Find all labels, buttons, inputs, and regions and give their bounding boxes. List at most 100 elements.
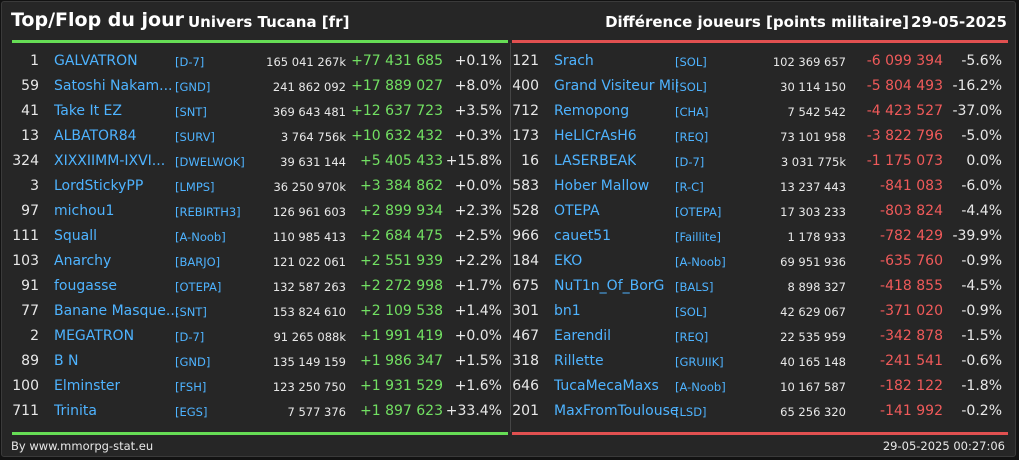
alliance-tag-link[interactable]: [SOL]: [675, 305, 707, 319]
points-delta-percent: +8.0%: [454, 78, 502, 94]
player-name-link[interactable]: Anarchy: [54, 253, 112, 269]
board-header: Top/Flop du jour Univers Tucana [fr] Dif…: [2, 2, 1017, 42]
player-name-link[interactable]: Remopong: [554, 103, 630, 119]
alliance-tag-link[interactable]: [OTEPA]: [175, 280, 222, 294]
top-loser-row: 121 Srach [SOL] 102 369 657 -6 099 394 -5.6%: [512, 48, 1008, 73]
points-delta: -4 423 527: [866, 103, 943, 119]
alliance-tag-link[interactable]: [R-C]: [675, 180, 704, 194]
points-delta-percent: +2.2%: [454, 253, 502, 269]
player-points: 132 587 263: [272, 280, 346, 294]
player-name-link[interactable]: Satoshi Nakam...: [54, 78, 173, 94]
alliance-tag-link[interactable]: [REQ]: [675, 130, 709, 144]
player-name-link[interactable]: HeLlCrAsH6: [554, 128, 637, 144]
alliance-tag-link[interactable]: [REBIRTH3]: [175, 205, 241, 219]
alliance-tag-link[interactable]: [REQ]: [675, 330, 709, 344]
player-name-link[interactable]: TucaMecaMaxs: [554, 378, 659, 394]
player-name-link[interactable]: OTEPA: [554, 203, 600, 219]
points-delta-percent: -16.2%: [952, 78, 1002, 94]
player-name-link[interactable]: Hober Mallow: [554, 178, 650, 194]
top-gainer-row: 13 ALBATOR84 [SURV] 3 764 756k +10 632 432 +0…: [12, 123, 508, 148]
top-gainer-row: 1 GALVATRON [D-7] 165 041 267k +77 431 685 +0…: [12, 48, 508, 73]
points-delta: +12 637 723: [351, 103, 443, 119]
alliance-tag-link[interactable]: [A-Noob]: [675, 255, 726, 269]
alliance-tag-link[interactable]: [CHA]: [675, 105, 709, 119]
player-points: 73 101 958: [780, 130, 846, 144]
alliance-tag-link[interactable]: [DWELWOK]: [175, 155, 245, 169]
alliance-tag-link[interactable]: [LSD]: [675, 405, 707, 419]
player-name-link[interactable]: Squall: [54, 228, 98, 244]
player-points: 17 303 233: [780, 205, 846, 219]
alliance-tag-link[interactable]: [BALS]: [675, 280, 714, 294]
alliance-tag-link[interactable]: [OTEPA]: [675, 205, 722, 219]
player-name-link[interactable]: EKO: [554, 253, 583, 269]
player-name-link[interactable]: fougasse: [54, 278, 118, 294]
points-delta: +5 405 433: [360, 153, 443, 169]
points-delta: +2 684 475: [360, 228, 443, 244]
alliance-tag-link[interactable]: [D-7]: [675, 155, 705, 169]
top-gainer-row: 77 Banane Masque... [SNT] 153 824 610 +2 109…: [12, 298, 508, 323]
player-rank: 711: [12, 403, 39, 419]
player-rank: 646: [512, 378, 539, 394]
player-name-link[interactable]: bn1: [554, 303, 581, 319]
player-name-link[interactable]: Srach: [554, 53, 594, 69]
alliance-tag-link[interactable]: [SNT]: [175, 105, 207, 119]
top-loser-row: 966 cauet51 [Faillite] 1 178 933 -782 429 -39…: [512, 223, 1008, 248]
points-delta: -803 824: [880, 203, 943, 219]
player-name-link[interactable]: LordStickyPP: [54, 178, 144, 194]
player-name-link[interactable]: LASERBEAK: [554, 153, 637, 169]
alliance-tag-link[interactable]: [BARJO]: [175, 255, 221, 269]
player-name-link[interactable]: Earendil: [554, 328, 612, 344]
player-name-link[interactable]: Elminster: [54, 378, 121, 394]
player-rank: 3: [30, 178, 39, 194]
top-loser-row: 184 EKO [A-Noob] 69 951 936 -635 760 -0.9%: [512, 248, 1008, 273]
player-name-link[interactable]: cauet51: [554, 228, 612, 244]
points-delta-percent: -1.8%: [961, 378, 1002, 394]
alliance-tag-link[interactable]: [SNT]: [175, 305, 207, 319]
player-name-link[interactable]: michou1: [54, 203, 115, 219]
player-name-link[interactable]: B N: [54, 353, 79, 369]
player-name-link[interactable]: Take It EZ: [54, 103, 122, 119]
alliance-tag-link[interactable]: [GND]: [175, 355, 211, 369]
alliance-tag-link[interactable]: [SOL]: [675, 80, 707, 94]
alliance-tag-link[interactable]: [SOL]: [675, 55, 707, 69]
points-delta: -841 083: [880, 178, 943, 194]
player-name-link[interactable]: NuT1n_Of_BorG: [554, 278, 665, 294]
alliance-tag-link[interactable]: [Faillite]: [675, 230, 721, 244]
points-delta-percent: -0.2%: [961, 403, 1002, 419]
player-name-link[interactable]: Grand Visiteur Mike: [554, 78, 678, 94]
player-rank: 97: [21, 203, 39, 219]
player-name-link[interactable]: XIXXIIMM-IXVI...: [54, 153, 166, 169]
player-name-link[interactable]: Trinita: [54, 403, 97, 419]
player-name-link[interactable]: Rillette: [554, 353, 604, 369]
alliance-tag-link[interactable]: [EGS]: [175, 405, 208, 419]
player-name-link[interactable]: Banane Masque...: [54, 303, 178, 319]
top-gainer-row: 711 Trinita [EGS] 7 577 376 +1 897 623 +33.4%: [12, 398, 508, 423]
alliance-tag-link[interactable]: [D-7]: [175, 55, 205, 69]
player-name-link[interactable]: MEGATRON: [54, 328, 135, 344]
alliance-tag-link[interactable]: [FSH]: [175, 380, 207, 394]
player-name-link[interactable]: ALBATOR84: [54, 128, 137, 144]
top-gainer-row: 324 XIXXIIMM-IXVI... [DWELWOK] 39 631 144 +5…: [12, 148, 508, 173]
player-rank: 675: [512, 278, 539, 294]
points-delta: +3 384 862: [360, 178, 443, 194]
player-rank: 2: [30, 328, 39, 344]
points-delta: +1 931 529: [360, 378, 443, 394]
player-name-link[interactable]: MaxFromToulouse: [554, 403, 678, 419]
alliance-tag-link[interactable]: [SURV]: [175, 130, 215, 144]
universe-label: Univers Tucana [fr]: [188, 13, 350, 31]
alliance-tag-link[interactable]: [A-Noob]: [675, 380, 726, 394]
player-rank: 16: [521, 153, 539, 169]
player-name-link[interactable]: GALVATRON: [54, 53, 138, 69]
panel-separator: [510, 43, 511, 432]
alliance-tag-link[interactable]: [A-Noob]: [175, 230, 226, 244]
points-delta-percent: +1.5%: [454, 353, 502, 369]
top-gainer-row: 100 Elminster [FSH] 123 250 750 +1 931 529 +1…: [12, 373, 508, 398]
site-credit[interactable]: By www.mmorpg-stat.eu: [11, 439, 154, 453]
alliance-tag-link[interactable]: [GND]: [175, 80, 211, 94]
points-delta-percent: +0.1%: [454, 53, 502, 69]
board-title: Top/Flop du jour: [11, 9, 184, 31]
alliance-tag-link[interactable]: [GRUIIK]: [675, 355, 724, 369]
alliance-tag-link[interactable]: [D-7]: [175, 330, 205, 344]
alliance-tag-link[interactable]: [LMPS]: [175, 180, 215, 194]
